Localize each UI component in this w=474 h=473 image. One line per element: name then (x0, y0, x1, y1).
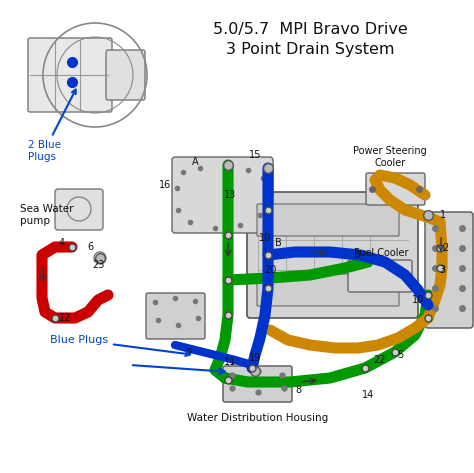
Text: 8: 8 (295, 385, 301, 395)
FancyBboxPatch shape (106, 50, 145, 100)
Text: 3 Point Drain System: 3 Point Drain System (226, 42, 394, 57)
Text: 5: 5 (397, 350, 403, 360)
Text: 2: 2 (442, 243, 448, 253)
Text: Water Distribution Housing: Water Distribution Housing (187, 413, 328, 423)
Text: Blue Plugs: Blue Plugs (50, 335, 190, 356)
Text: Sea Water
pump: Sea Water pump (20, 204, 73, 226)
Text: 2 Blue
Plugs: 2 Blue Plugs (28, 89, 76, 162)
Text: B: B (354, 250, 360, 260)
Text: 10: 10 (412, 295, 424, 305)
Text: 20: 20 (264, 265, 276, 275)
Text: 11: 11 (224, 357, 236, 367)
Text: A: A (191, 157, 198, 167)
FancyBboxPatch shape (55, 189, 103, 230)
Text: 10: 10 (259, 233, 271, 243)
Text: 13: 13 (224, 190, 236, 200)
Text: 15: 15 (249, 150, 261, 160)
FancyBboxPatch shape (257, 274, 399, 306)
Text: 14: 14 (362, 390, 374, 400)
Text: B: B (274, 238, 282, 248)
Text: 9: 9 (185, 348, 191, 358)
Text: 16: 16 (159, 180, 171, 190)
Text: 22: 22 (374, 355, 386, 365)
FancyBboxPatch shape (366, 173, 425, 205)
Text: 6: 6 (87, 242, 93, 252)
FancyBboxPatch shape (223, 366, 292, 402)
FancyBboxPatch shape (257, 204, 399, 236)
Text: Fuel Cooler: Fuel Cooler (354, 248, 408, 258)
Text: 12: 12 (59, 313, 71, 323)
Text: 19: 19 (249, 353, 261, 363)
FancyBboxPatch shape (172, 157, 273, 233)
Text: 23: 23 (92, 260, 104, 270)
FancyBboxPatch shape (425, 212, 473, 328)
FancyBboxPatch shape (28, 38, 112, 112)
FancyBboxPatch shape (146, 293, 205, 339)
Text: 5.0/5.7  MPI Bravo Drive: 5.0/5.7 MPI Bravo Drive (213, 22, 407, 37)
Text: Power Steering
Cooler: Power Steering Cooler (353, 147, 427, 168)
FancyBboxPatch shape (348, 260, 412, 292)
FancyBboxPatch shape (247, 192, 418, 318)
Text: 3: 3 (439, 265, 445, 275)
Text: 1: 1 (440, 210, 446, 220)
Text: 4: 4 (59, 238, 65, 248)
